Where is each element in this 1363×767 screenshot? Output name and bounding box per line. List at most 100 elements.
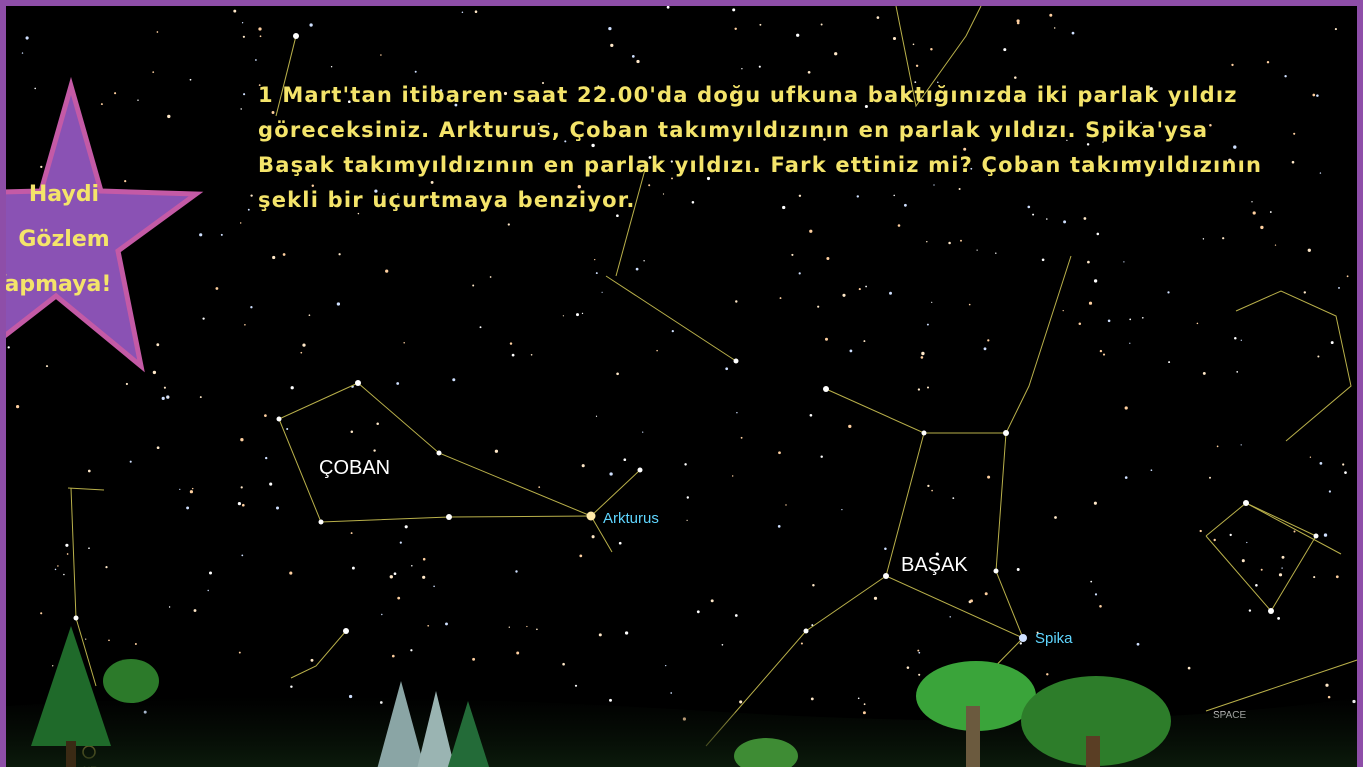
star [759, 66, 761, 68]
star [452, 378, 455, 381]
star [462, 12, 464, 14]
star [592, 535, 595, 538]
star [801, 642, 803, 644]
star [619, 542, 622, 545]
star [582, 313, 583, 314]
star [255, 59, 257, 61]
star [1203, 372, 1206, 375]
star [250, 194, 252, 196]
star [221, 234, 223, 236]
star [735, 300, 737, 302]
star [842, 294, 845, 297]
star [987, 339, 989, 341]
star [1308, 249, 1311, 252]
description-line: şekli bir uçurtmaya benziyor. [258, 183, 1358, 218]
star [725, 367, 728, 370]
star [889, 292, 892, 295]
star [390, 575, 393, 578]
star [309, 23, 312, 26]
star [162, 397, 165, 400]
star [397, 597, 400, 600]
star [808, 71, 811, 74]
star [475, 10, 478, 13]
star [1103, 354, 1105, 356]
star [575, 685, 577, 687]
star [987, 476, 990, 479]
star [57, 565, 58, 566]
star [1279, 573, 1282, 576]
star [778, 451, 781, 454]
badge-line: Gözlem [18, 227, 109, 252]
star [376, 423, 379, 426]
star [1236, 371, 1238, 373]
star [995, 252, 996, 253]
star [970, 599, 973, 602]
star [240, 438, 243, 441]
star [65, 544, 68, 547]
star [863, 340, 865, 342]
star [289, 572, 292, 575]
constellation-label: ÇOBAN [319, 457, 390, 479]
star [472, 285, 474, 287]
star [780, 297, 782, 299]
star [1328, 696, 1331, 699]
star [1017, 568, 1020, 571]
star [562, 663, 565, 666]
star [510, 342, 512, 344]
star [385, 269, 388, 272]
star [1344, 471, 1347, 474]
star [88, 470, 91, 473]
star [1260, 226, 1263, 229]
star [169, 606, 170, 607]
star [309, 314, 311, 316]
star [616, 372, 619, 375]
star [687, 496, 689, 498]
star [380, 54, 382, 56]
star [381, 614, 382, 615]
star [1320, 462, 1323, 465]
star [563, 315, 564, 316]
star [643, 260, 644, 261]
star [283, 253, 286, 256]
star [152, 71, 154, 73]
star [16, 405, 19, 408]
star [394, 572, 397, 575]
star [433, 586, 435, 588]
star [157, 446, 160, 449]
star [596, 416, 597, 417]
star [1197, 323, 1199, 325]
star [817, 306, 819, 308]
star [825, 338, 828, 341]
star [1231, 64, 1233, 66]
sky-frame: ÇOBAN Arkturus BAŞAK Spika SPACE NE Hayd… [0, 0, 1363, 767]
star [1241, 340, 1242, 341]
star [186, 506, 189, 509]
star [697, 610, 700, 613]
star [863, 711, 866, 714]
star [1277, 617, 1280, 620]
star [241, 486, 243, 488]
star [1317, 355, 1319, 357]
star [1310, 457, 1311, 458]
star [741, 437, 743, 439]
star [1168, 361, 1170, 363]
star [1329, 490, 1331, 492]
star [269, 483, 272, 486]
star [1200, 530, 1202, 532]
star [531, 354, 533, 356]
star [949, 616, 950, 617]
star [1054, 27, 1055, 28]
star [608, 27, 611, 30]
star [921, 356, 924, 359]
star [8, 346, 10, 348]
star [735, 614, 738, 617]
star [52, 665, 53, 666]
star [1246, 542, 1247, 543]
star [135, 643, 137, 645]
star [403, 342, 405, 344]
star [1214, 539, 1216, 541]
star [209, 572, 212, 575]
star [290, 685, 292, 687]
star [272, 256, 275, 259]
star [1095, 593, 1097, 595]
